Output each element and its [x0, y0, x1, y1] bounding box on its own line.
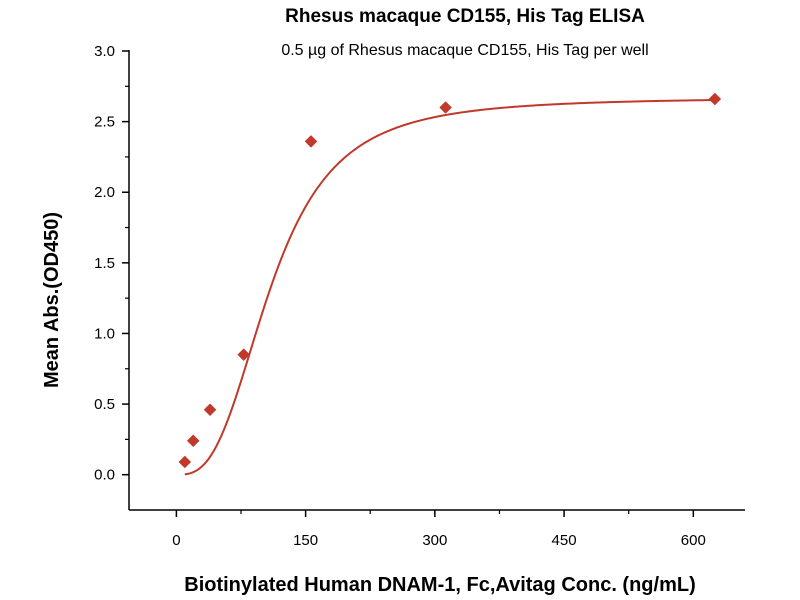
data-point	[237, 348, 251, 361]
data-point	[203, 403, 217, 417]
data-points-layer	[178, 92, 722, 469]
x-tick-label: 300	[422, 532, 447, 549]
data-point	[186, 434, 200, 448]
x-tick-label: 600	[681, 532, 706, 549]
y-tick-label: 1.0	[94, 325, 115, 342]
y-tick-label: 2.5	[94, 114, 115, 131]
y-tick-label: 1.5	[94, 255, 115, 272]
y-tick-label: 0.0	[94, 467, 115, 484]
x-tick-label: 150	[293, 532, 318, 549]
chart-subtitle: 0.5 µg of Rhesus macaque CD155, His Tag …	[281, 42, 648, 59]
y-tick-label: 3.0	[94, 43, 115, 60]
chart-title: Rhesus macaque CD155, His Tag ELISA	[285, 6, 645, 27]
data-point	[304, 135, 318, 148]
fit-curve-layer	[184, 99, 715, 476]
data-point	[178, 455, 192, 469]
y-tick-label: 0.5	[94, 396, 115, 413]
y-tick-label: 2.0	[94, 184, 115, 201]
axes: 0.0 0.5 1.0 1.5 2.0 2.5 3.0 0 150 300 450 600	[94, 43, 745, 549]
y-axis-label: Mean Abs.(OD450)	[41, 212, 63, 388]
fit-curve	[184, 99, 715, 476]
x-tick-label: 0	[172, 532, 180, 549]
data-point	[708, 92, 722, 106]
x-tick-label: 450	[552, 532, 577, 549]
data-point	[439, 101, 452, 114]
x-axis-label: Biotinylated Human DNAM-1, Fc,Avitag Con…	[184, 574, 696, 596]
